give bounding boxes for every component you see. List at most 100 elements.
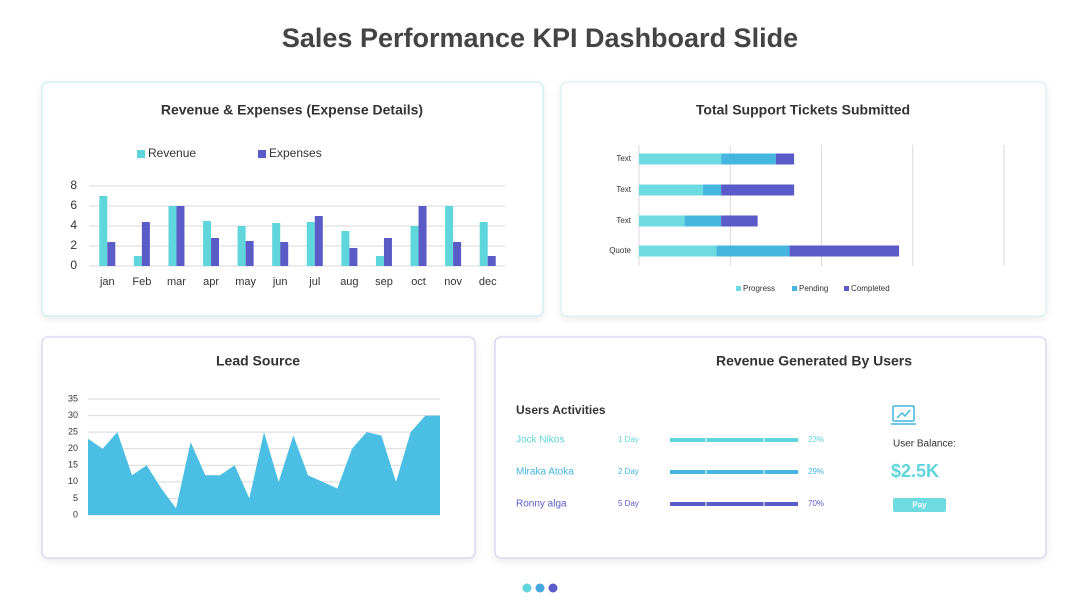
x-tick-label: may (235, 276, 256, 288)
x-tick-label: aug (340, 276, 358, 288)
bar (383, 238, 392, 266)
panel-title: Revenue Generated By Users (716, 353, 912, 369)
y-tick-label: 20 (68, 443, 78, 453)
x-tick-label: apr (203, 276, 219, 288)
bar-segment (716, 245, 790, 257)
x-tick-label: jun (272, 276, 288, 288)
chart-title: Total Support Tickets Submitted (696, 102, 910, 118)
legend-swatch (792, 286, 797, 291)
bar (141, 222, 150, 266)
bar-segment (721, 153, 776, 165)
bar-segment (702, 184, 722, 196)
dot (535, 583, 545, 593)
y-tick-label: 25 (68, 427, 78, 437)
legend-swatch (736, 286, 741, 291)
bar (453, 242, 462, 266)
y-tick-label: 4 (70, 218, 77, 232)
bar (272, 223, 281, 266)
y-tick-label: 6 (70, 198, 77, 212)
chart-icon (891, 405, 916, 425)
x-tick-label: mar (167, 276, 186, 288)
legend-label: Completed (851, 284, 890, 293)
bar (176, 206, 185, 266)
bar (306, 222, 315, 266)
x-tick-label: dec (479, 276, 497, 288)
user-percent: 29% (808, 467, 824, 476)
x-tick-label: sep (375, 276, 393, 288)
bar (375, 256, 384, 266)
progress-bar (670, 502, 798, 506)
dot (548, 583, 558, 593)
bar (133, 256, 142, 266)
y-tick-label: 10 (68, 476, 78, 486)
legend-label: Expenses (269, 146, 322, 160)
panel (494, 336, 1047, 559)
user-duration: 5 Day (618, 499, 639, 508)
bar (211, 238, 220, 266)
bar-segment (639, 215, 685, 227)
bar-segment (721, 215, 758, 227)
chart-title: Revenue & Expenses (Expense Details) (161, 102, 423, 118)
user-duration: 2 Day (618, 467, 639, 476)
balance-value: $2.5K (891, 461, 939, 481)
chart-title: Lead Source (216, 353, 300, 369)
slide-title: Sales Performance KPI Dashboard Slide (282, 23, 798, 53)
user-name: Jock Nikos (516, 435, 564, 446)
user-percent: 23% (808, 435, 824, 444)
x-tick-label: jul (308, 276, 320, 288)
bar (479, 222, 488, 266)
x-tick-label: oct (411, 276, 426, 288)
bar (445, 206, 454, 266)
y-tick-label: Quote (609, 246, 631, 255)
bar (487, 256, 496, 266)
area (88, 415, 440, 515)
progress-bar (670, 470, 798, 474)
y-tick-label: 15 (68, 460, 78, 470)
bar (418, 206, 427, 266)
bar (203, 221, 212, 266)
pay-button-label: Pay (912, 501, 927, 510)
y-tick-label: 0 (70, 258, 77, 272)
bar-segment (639, 245, 717, 257)
y-tick-label: 5 (73, 493, 78, 503)
bar (349, 248, 358, 266)
x-tick-label: Feb (132, 276, 151, 288)
pay-button[interactable] (893, 498, 946, 512)
y-tick-label: 8 (70, 178, 77, 192)
user-name: Ronny alga (516, 499, 567, 510)
legend-label: Revenue (148, 146, 196, 160)
bar (314, 216, 323, 266)
x-tick-label: jan (99, 276, 115, 288)
y-tick-label: Text (616, 216, 631, 225)
user-name: Miraka Atoka (516, 467, 574, 478)
bar (237, 226, 246, 266)
user-duration: 1 Day (618, 435, 639, 444)
bar-segment (684, 215, 722, 227)
legend-label: Progress (743, 284, 775, 293)
bar (245, 241, 254, 266)
y-tick-label: 0 (73, 509, 78, 519)
y-tick-label: Text (616, 154, 631, 163)
y-tick-label: 35 (68, 393, 78, 403)
bar-segment (789, 245, 900, 257)
bar (280, 242, 289, 266)
bar-segment (639, 184, 703, 196)
legend-swatch (258, 150, 266, 158)
bar (410, 226, 419, 266)
legend-swatch (137, 150, 145, 158)
y-tick-label: 2 (70, 238, 77, 252)
legend-swatch (844, 286, 849, 291)
panel (560, 81, 1047, 317)
legend-label: Pending (799, 284, 828, 293)
bar-segment (639, 153, 722, 165)
progress-bar (670, 438, 798, 442)
bar (341, 231, 350, 266)
bar (107, 242, 116, 266)
bar (99, 196, 108, 266)
user-percent: 70% (808, 499, 824, 508)
y-tick-label: Text (616, 185, 631, 194)
section-title: Users Activities (516, 403, 606, 417)
bar (168, 206, 177, 266)
